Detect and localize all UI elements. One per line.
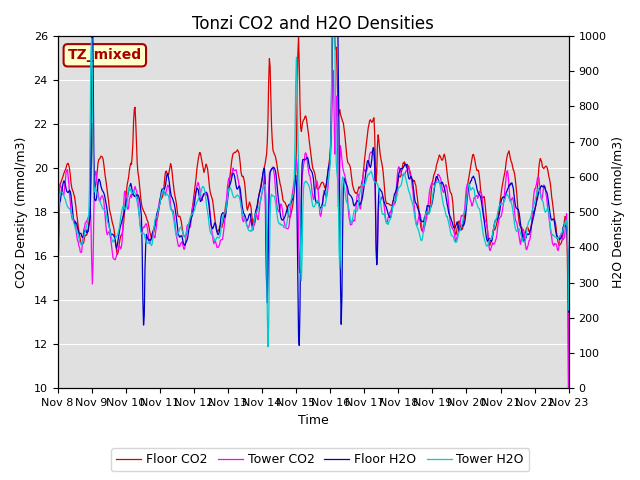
Floor H2O [565, 309, 573, 315]
Floor CO2 [54, 410, 61, 416]
Floor H2O [116, 229, 124, 235]
Tower CO2 [390, 202, 398, 207]
X-axis label: Time: Time [298, 414, 328, 427]
Legend: Floor CO2, Tower CO2, Floor H2O, Tower H2O: Floor CO2, Tower CO2, Floor H2O, Tower H… [111, 448, 529, 471]
Line: Floor H2O: Floor H2O [58, 0, 569, 346]
Tower H2O [565, 307, 573, 313]
Tower CO2 [195, 180, 202, 185]
Text: TZ_mixed: TZ_mixed [68, 48, 142, 62]
Floor CO2 [330, 4, 337, 10]
Floor H2O [392, 190, 399, 196]
Tower CO2 [116, 244, 124, 250]
Floor CO2 [168, 163, 175, 169]
Tower CO2 [168, 207, 175, 213]
Tower H2O [392, 197, 399, 203]
Y-axis label: CO2 Density (mmol/m3): CO2 Density (mmol/m3) [15, 136, 28, 288]
Tower H2O [54, 299, 61, 304]
Tower H2O [264, 344, 272, 350]
Title: Tonzi CO2 and H2O Densities: Tonzi CO2 and H2O Densities [192, 15, 434, 33]
Floor H2O [54, 301, 61, 307]
Line: Tower H2O: Tower H2O [58, 0, 569, 347]
Tower CO2 [330, 68, 337, 73]
Y-axis label: H2O Density (mmol/m3): H2O Density (mmol/m3) [612, 136, 625, 288]
Tower H2O [195, 197, 202, 203]
Tower H2O [168, 207, 175, 213]
Floor CO2 [376, 146, 383, 152]
Floor CO2 [195, 156, 202, 162]
Tower H2O [63, 202, 70, 207]
Floor H2O [63, 189, 70, 194]
Floor CO2 [390, 199, 398, 205]
Tower CO2 [63, 168, 70, 173]
Tower CO2 [54, 410, 61, 416]
Floor H2O [376, 187, 384, 193]
Floor CO2 [565, 432, 573, 438]
Tower CO2 [376, 199, 383, 205]
Floor H2O [168, 193, 175, 199]
Floor CO2 [63, 162, 70, 168]
Tower H2O [376, 199, 384, 204]
Floor H2O [296, 343, 303, 348]
Line: Tower CO2: Tower CO2 [58, 71, 569, 416]
Tower CO2 [565, 413, 573, 419]
Floor H2O [195, 187, 202, 193]
Floor CO2 [116, 240, 124, 246]
Line: Floor CO2: Floor CO2 [58, 7, 569, 435]
Tower H2O [116, 224, 124, 230]
